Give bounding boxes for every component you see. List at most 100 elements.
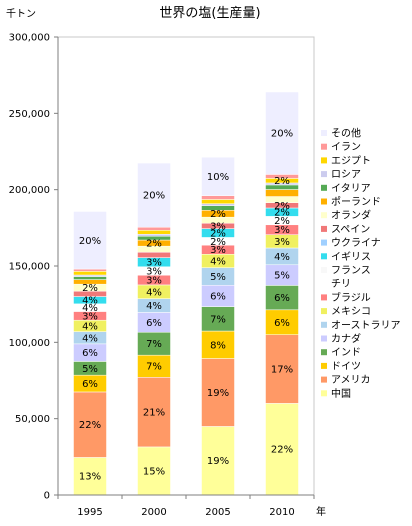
data-label: 3% — [274, 237, 290, 248]
data-labels-layer: 13%22%6%5%6%4%4%3%4%4%2%20%15%21%7%7%6%4… — [79, 129, 293, 483]
bar-segment — [265, 189, 299, 197]
data-label: 4% — [210, 256, 226, 267]
data-label: 2% — [210, 229, 226, 240]
legend-label: カナダ — [331, 332, 361, 345]
legend-swatch — [321, 212, 327, 219]
data-label: 20% — [143, 191, 165, 202]
bar-segment — [137, 226, 171, 231]
data-label: 4% — [146, 301, 162, 312]
chart-title: 世界の塩(生産量) — [159, 5, 260, 21]
bar-segment — [73, 211, 107, 270]
data-label: 6% — [274, 318, 290, 329]
legend-swatch — [321, 198, 327, 205]
data-label: 2% — [82, 283, 98, 294]
bar-segment — [201, 358, 235, 427]
data-label: 4% — [82, 333, 98, 344]
y-tick-label: 300,000 — [9, 33, 50, 44]
legend-label: オランダ — [331, 209, 371, 222]
data-label: 21% — [143, 408, 165, 419]
legend-swatch — [321, 376, 327, 383]
legend-swatch — [321, 253, 327, 260]
bar-segment — [201, 426, 235, 496]
legend-label: メキシコ — [331, 307, 371, 318]
bar-segment — [201, 330, 235, 359]
data-label: 6% — [82, 348, 98, 359]
data-label: 3% — [146, 266, 162, 277]
data-label: 2% — [146, 239, 162, 250]
data-label: 6% — [82, 379, 98, 390]
x-tick-label: 2005 — [205, 507, 230, 518]
y-axis-unit-label: 千トン — [6, 8, 36, 20]
data-label: 2% — [210, 237, 226, 248]
data-label: 22% — [79, 420, 101, 431]
bar-segment — [73, 271, 107, 276]
bar-segment — [265, 91, 299, 175]
bars-layer — [73, 91, 299, 496]
bar-segment — [201, 203, 235, 206]
legend-label: インド — [331, 348, 361, 359]
legend-swatch — [321, 308, 327, 315]
legend-label: ウクライナ — [331, 237, 381, 249]
x-axis-unit-label: 年 — [316, 505, 326, 518]
data-label: 2% — [274, 208, 290, 219]
legend-swatch — [321, 294, 327, 301]
bar-segment — [137, 446, 171, 496]
legend-swatch — [321, 130, 327, 136]
legend-label: ブラジル — [331, 291, 371, 304]
data-label: 2% — [210, 209, 226, 220]
legend-swatch — [321, 171, 327, 178]
axes-layer: 0 50,000 100,000 150,000 200,000 250,000 300,0… — [9, 33, 315, 518]
legend-label: チリ — [331, 278, 351, 290]
legend-label: イギリス — [331, 251, 371, 263]
data-label: 7% — [146, 339, 162, 350]
y-tick-label: 150,000 — [9, 262, 50, 273]
data-label: 3% — [146, 258, 162, 269]
data-label: 2% — [274, 216, 290, 227]
legend-swatch — [321, 335, 327, 342]
data-label: 4% — [82, 321, 98, 332]
bar-segment — [73, 276, 107, 280]
bar-segment — [137, 230, 171, 235]
data-label: 20% — [271, 129, 293, 140]
data-label: 6% — [210, 291, 226, 302]
legend-swatch — [321, 349, 327, 356]
legend-label: アメリカ — [331, 374, 371, 386]
data-label: 5% — [210, 272, 226, 283]
legend-label: イタリア — [331, 182, 371, 194]
x-tick-label: 1995 — [77, 507, 102, 518]
data-label: 19% — [207, 456, 229, 467]
legend-label: オーストラリア — [331, 319, 401, 331]
bar-segment — [73, 457, 107, 496]
legend-label: その他 — [331, 127, 361, 140]
x-tick-label: 2010 — [269, 507, 294, 518]
data-label: 8% — [210, 340, 226, 351]
y-tick-label: 0 — [44, 491, 50, 502]
y-tick-label: 200,000 — [9, 185, 50, 196]
legend-swatch — [321, 267, 327, 273]
data-label: 4% — [274, 252, 290, 263]
data-label: 4% — [82, 303, 98, 314]
data-label: 3% — [210, 245, 226, 256]
data-label: 7% — [146, 362, 162, 373]
data-label: 13% — [79, 472, 101, 483]
x-tick-label: 2000 — [141, 507, 166, 518]
data-label: 3% — [210, 221, 226, 232]
data-label: 7% — [210, 314, 226, 325]
data-label: 4% — [82, 296, 98, 307]
bar-segment — [201, 306, 235, 332]
data-label: 6% — [146, 318, 162, 329]
bar-segment — [137, 233, 171, 237]
data-label: 5% — [82, 364, 98, 375]
legend-label: エジプト — [331, 155, 371, 167]
data-label: 3% — [146, 276, 162, 287]
y-tick-label: 100,000 — [9, 338, 50, 349]
data-label: 2% — [274, 201, 290, 212]
legend-label: フランス — [331, 265, 371, 277]
data-label: 10% — [207, 172, 229, 183]
data-label: 4% — [146, 287, 162, 298]
legend-swatch — [321, 157, 327, 164]
bar-segment — [201, 195, 235, 200]
legend-label: スペイン — [331, 224, 370, 235]
data-label: 17% — [271, 365, 293, 376]
